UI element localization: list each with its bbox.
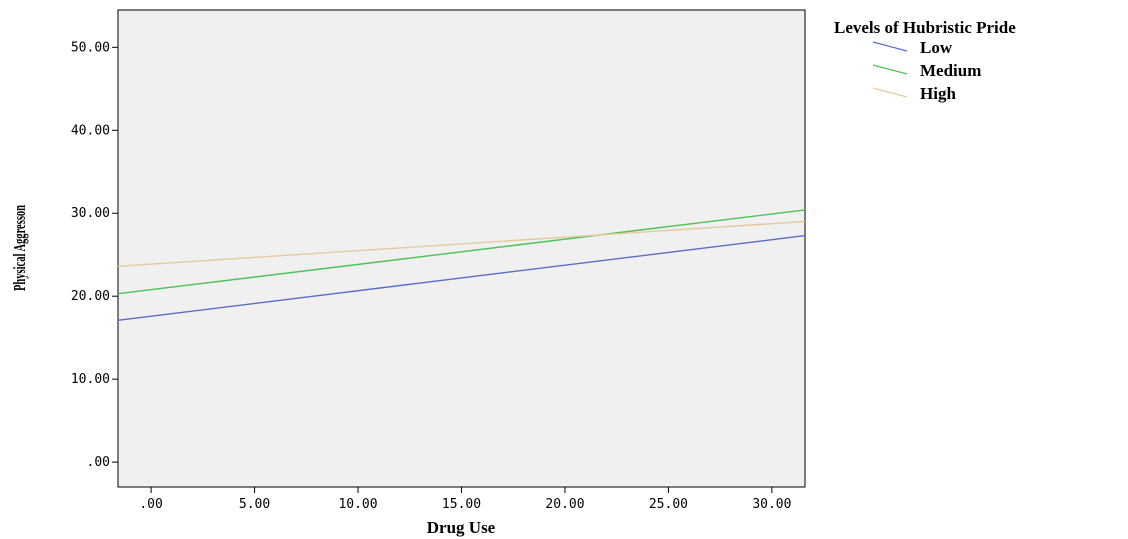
x-tick-label: 10.00: [338, 497, 377, 512]
x-tick-label: 20.00: [545, 497, 584, 512]
legend-label-low: Low: [920, 38, 953, 57]
y-tick-label: 10.00: [71, 372, 110, 387]
plot-area: [117, 9, 806, 488]
legend-swatch-high: [872, 87, 908, 98]
legend-title: Levels of Hubristic Pride: [834, 18, 1016, 37]
x-tick-label: .00: [139, 497, 162, 512]
y-tick-label: 40.00: [71, 123, 110, 138]
legend-label-high: High: [920, 84, 956, 103]
y-axis-title: Physical Aggresson: [11, 205, 30, 291]
legend-label-medium: Medium: [920, 61, 981, 80]
y-axis: .00 10.00 20.00 30.00 40.00 50.00: [71, 40, 118, 470]
x-axis: .00 5.00 10.00 15.00 20.00 25.00 30.00: [139, 487, 791, 512]
y-tick-label: 50.00: [71, 40, 110, 55]
x-tick-label: 25.00: [649, 497, 688, 512]
x-tick-label: 15.00: [442, 497, 481, 512]
y-tick-label: 30.00: [71, 206, 110, 221]
x-axis-title: Drug Use: [427, 518, 496, 537]
y-tick-label: .00: [87, 455, 110, 470]
y-tick-label: 20.00: [71, 289, 110, 304]
x-tick-label: 30.00: [752, 497, 791, 512]
series-line-high: [117, 220, 806, 267]
legend-swatch-low: [872, 41, 908, 52]
legend-swatch-medium: [872, 64, 908, 75]
x-tick-label: 5.00: [239, 497, 270, 512]
series-lines: [117, 209, 806, 321]
series-line-low: [117, 234, 806, 321]
series-line-medium: [117, 209, 806, 295]
legend: Low Medium High: [872, 38, 981, 103]
